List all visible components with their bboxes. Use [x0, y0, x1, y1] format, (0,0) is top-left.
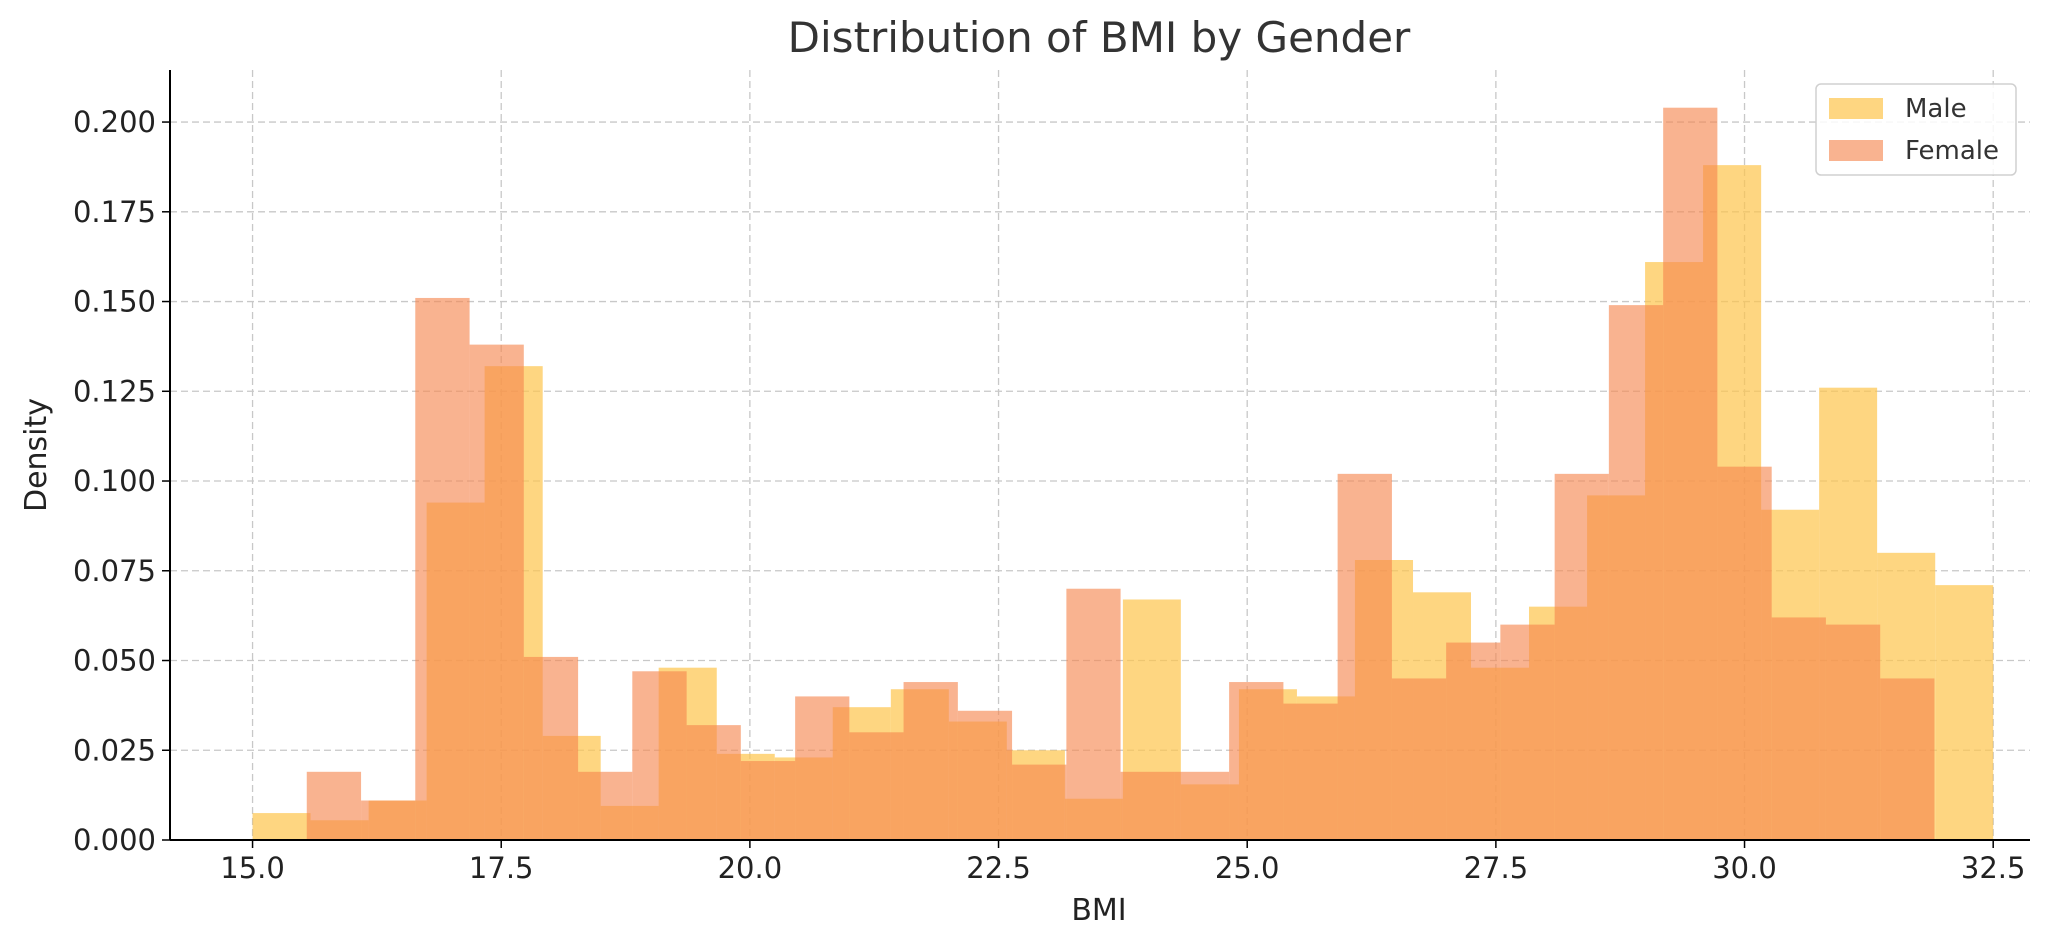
y-axis-ticks: 0.000 0.025 0.050 0.075 0.100 0.125 0.150 0.175…: [73, 105, 170, 857]
x-axis-ticks: 15.0 17.5 20.0 22.5 25.0 27.5 30.0 32.5: [220, 840, 2025, 885]
x-tick-label: 25.0: [1215, 851, 1280, 885]
legend: Male Female: [1815, 83, 2017, 176]
bar-female: [1446, 642, 1501, 840]
bar-female: [1608, 305, 1664, 841]
bar-female: [957, 710, 1013, 840]
x-axis-label: BMI: [1071, 893, 1126, 928]
bar-female: [306, 771, 362, 840]
y-axis-label: Density: [19, 398, 54, 512]
bar-female: [578, 771, 633, 840]
x-tick-label: 32.5: [1961, 851, 2026, 885]
bar-female: [1174, 771, 1230, 840]
bar-female: [469, 344, 524, 840]
bar-female: [1663, 107, 1718, 840]
series-female: [306, 107, 1935, 841]
legend-swatch-male: [1829, 98, 1883, 119]
bar-female: [632, 671, 687, 840]
bar-male: [1935, 585, 1994, 840]
x-tick-label: 17.5: [469, 851, 534, 885]
bar-female: [1337, 473, 1392, 840]
bar-female: [795, 696, 850, 840]
bar-female: [523, 656, 579, 840]
bar-female: [1554, 473, 1609, 840]
bar-female: [1771, 617, 1826, 840]
bar-female: [1717, 466, 1772, 840]
x-tick-label: 15.0: [220, 851, 285, 885]
bar-female: [849, 732, 904, 840]
legend-label-male: Male: [1905, 94, 1967, 124]
y-tick-label: 0.050: [73, 644, 156, 678]
bar-female: [1066, 588, 1121, 840]
y-tick-label: 0.100: [73, 464, 156, 498]
bar-female: [415, 297, 470, 840]
bar-female: [1825, 624, 1881, 840]
bar-female: [361, 800, 416, 840]
x-tick-label: 20.0: [718, 851, 783, 885]
bar-female: [740, 761, 796, 840]
histogram-bars: [252, 107, 1994, 841]
y-tick-label: 0.150: [73, 285, 156, 319]
legend-swatch-female: [1829, 140, 1883, 161]
y-tick-label: 0.025: [73, 733, 156, 767]
bar-female: [1283, 703, 1338, 840]
y-tick-label: 0.200: [73, 105, 156, 139]
bar-female: [1229, 682, 1284, 840]
x-tick-label: 22.5: [966, 851, 1031, 885]
bar-female: [903, 682, 958, 840]
y-tick-label: 0.125: [73, 374, 156, 408]
bar-female: [1391, 678, 1447, 840]
x-tick-label: 30.0: [1712, 851, 1777, 885]
bar-female: [1880, 678, 1935, 840]
bar-female: [1012, 764, 1067, 840]
bar-male: [252, 813, 311, 840]
bar-female: [1500, 624, 1555, 840]
bar-female: [686, 725, 741, 840]
y-tick-label: 0.000: [73, 823, 156, 857]
chart-title: Distribution of BMI by Gender: [788, 13, 1411, 62]
bar-female: [1120, 771, 1175, 840]
x-tick-label: 27.5: [1464, 851, 1529, 885]
y-tick-label: 0.175: [73, 195, 156, 229]
legend-label-female: Female: [1905, 136, 1999, 166]
y-tick-label: 0.075: [73, 554, 156, 588]
